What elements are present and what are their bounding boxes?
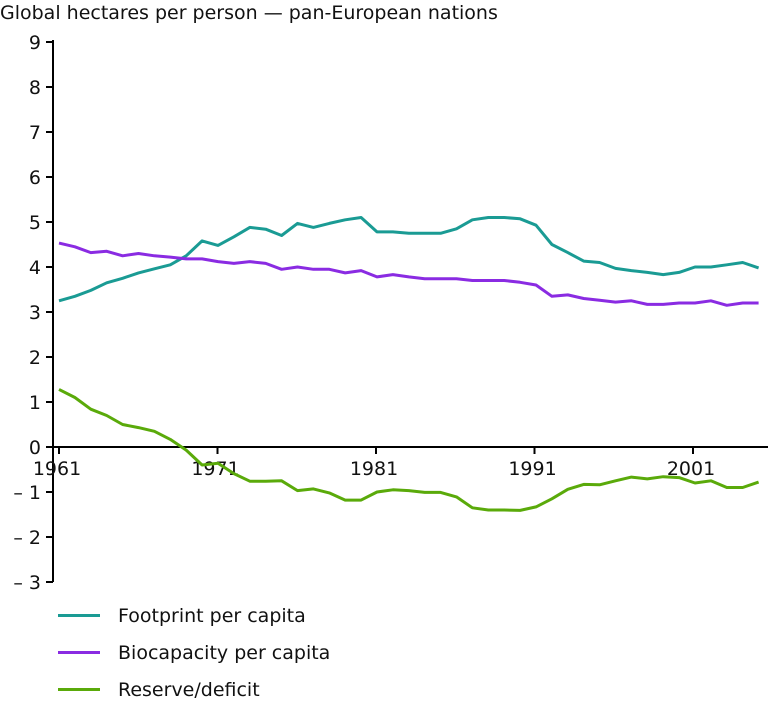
y-tick-label: 8 bbox=[29, 77, 41, 99]
legend-item: Footprint per capita bbox=[58, 597, 330, 634]
y-tick-label: 5 bbox=[29, 212, 41, 234]
x-tick-label: 1981 bbox=[350, 458, 398, 480]
legend-label: Reserve/deficit bbox=[118, 678, 260, 701]
legend-swatch bbox=[58, 651, 100, 654]
legend-label: Biocapacity per capita bbox=[118, 641, 331, 664]
y-tick-label: 4 bbox=[29, 257, 41, 279]
x-tick-label: 1961 bbox=[33, 458, 81, 480]
y-tick-label: 6 bbox=[29, 167, 41, 189]
series-biocapacity-per-capitaline bbox=[58, 241, 759, 307]
series-reserve-deficitline bbox=[58, 388, 760, 512]
legend-item: Reserve/deficit bbox=[58, 671, 330, 708]
y-tick-label: 3 bbox=[29, 302, 41, 324]
legend-swatch bbox=[58, 688, 100, 691]
legend-item: Biocapacity per capita bbox=[58, 634, 330, 671]
y-tick-label: 7 bbox=[29, 122, 41, 144]
y-tick-label: – 2 bbox=[13, 527, 41, 549]
legend-label: Footprint per capita bbox=[118, 604, 306, 627]
y-tick-label: – 1 bbox=[13, 482, 41, 504]
y-tick-label: 2 bbox=[29, 347, 41, 369]
legend: Footprint per capita Biocapacity per capi… bbox=[58, 597, 330, 708]
x-tick-label: 1991 bbox=[508, 458, 556, 480]
series-footprint-per-capitaline bbox=[58, 216, 760, 303]
y-tick-label: 1 bbox=[29, 392, 41, 414]
y-tick-label: 0 bbox=[29, 437, 41, 459]
y-tick-label: 9 bbox=[29, 32, 41, 54]
legend-swatch bbox=[58, 614, 100, 617]
chart-title: Global hectares per person — pan-Europea… bbox=[0, 2, 498, 24]
y-tick-label: – 3 bbox=[13, 572, 41, 594]
x-tick-label: 2001 bbox=[667, 458, 715, 480]
